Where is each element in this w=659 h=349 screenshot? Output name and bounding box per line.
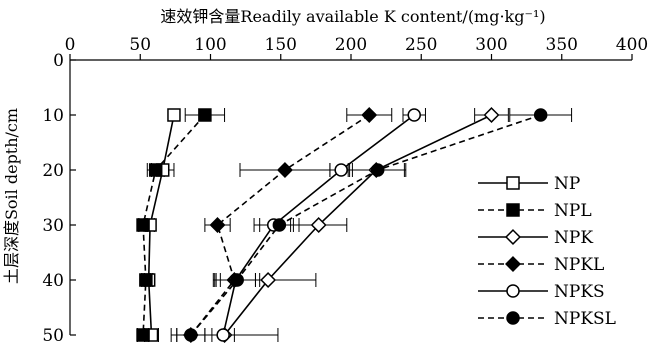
data-point-npksl [184,328,198,342]
legend-label-npk: NPK [554,228,593,248]
x-tick-label: 350 [546,35,578,55]
legend-marker-np [506,176,520,190]
legend-marker-npl [506,203,520,217]
legend: NP NPL NPK NPKL NPKS NPKSL [478,174,616,329]
x-tick-label: 200 [335,35,367,55]
data-point-npl [198,108,212,122]
x-tick-label: 0 [65,35,76,55]
x-tick-label: 250 [405,35,437,55]
legend-label-np: NP [554,174,580,194]
data-point-npkl [361,107,378,123]
legend-marker-npksl [506,311,520,325]
x-tick-label: 300 [475,35,507,55]
axes: 0 50 100 150 200 250 300 350 400 0 10 20 30 40 50 [42,35,648,346]
data-point-npks [216,328,230,342]
data-point-npksl [230,273,244,287]
series-line-npksl [190,114,541,336]
legend-label-npksl: NPKSL [554,309,616,329]
x-tick-label: 100 [194,35,226,55]
y-tick-label: 20 [42,161,64,181]
data-point-npl [136,328,150,342]
x-tick-label: 150 [265,35,297,55]
data-point-npl [148,163,163,177]
y-tick-label: 0 [53,51,64,71]
data-point-npk [260,272,277,288]
y-tick-label: 10 [42,106,64,126]
legend-label-npkl: NPKL [554,255,604,275]
data-point-npl [139,273,153,287]
error-bars [136,108,573,342]
data-markers [136,107,548,343]
data-point-npks [407,108,421,122]
x-axis-title: 速效钾含量Readily available K content/(mg·kg⁻… [160,7,545,26]
legend-label-npl: NPL [554,201,592,221]
y-tick-label: 30 [42,216,64,236]
data-point-npk [310,217,327,233]
x-tick-label: 400 [616,35,648,55]
data-point-npkl [277,162,293,178]
y-tick-label: 40 [42,271,64,291]
x-tick-label: 50 [129,35,151,55]
data-point-npks [334,163,348,177]
data-point-npkl [209,217,226,233]
legend-marker-npk [505,229,521,245]
data-point-npk [483,107,500,123]
data-point-npl [136,218,150,232]
data-point-np [167,108,181,122]
data-point-npksl [533,108,548,122]
y-tick-label: 50 [42,326,64,346]
data-point-npksl [370,163,385,177]
legend-marker-npks [506,284,520,298]
legend-marker-npkl [505,256,521,272]
data-point-npksl [272,218,287,232]
legend-label-npks: NPKS [554,282,605,302]
y-axis-title: 土层深度Soil depth/cm [2,108,21,284]
